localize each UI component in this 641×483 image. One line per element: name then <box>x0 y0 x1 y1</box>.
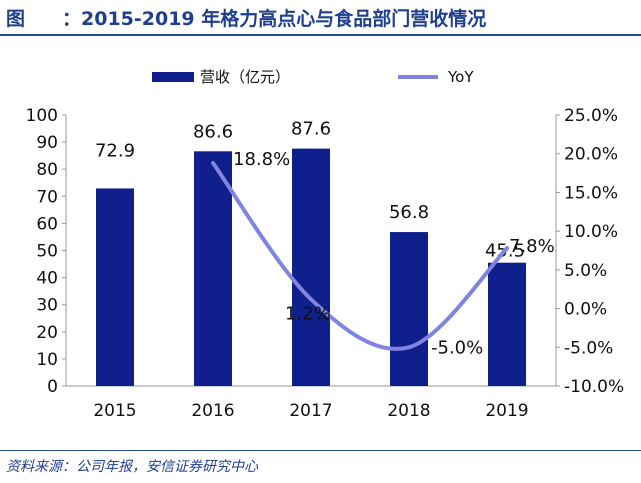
bar <box>292 148 330 386</box>
bar-data-label: 87.6 <box>291 119 331 140</box>
yoy-data-label: 7.8% <box>509 236 555 257</box>
x-tick-label: 2017 <box>289 401 332 421</box>
y-left-tick-label: 50 <box>36 242 58 262</box>
bar-data-label: 72.9 <box>95 140 135 161</box>
source-note: 资料来源：公司年报，安信证券研究中心 <box>6 459 258 475</box>
y-left-tick-label: 60 <box>36 214 58 234</box>
y-left-tick-label: 0 <box>47 377 58 397</box>
y-left-tick-label: 100 <box>26 106 58 126</box>
legend-bar-swatch <box>152 72 194 82</box>
bar-data-label: 86.6 <box>193 121 233 142</box>
source-divider <box>0 450 641 451</box>
y-left-tick-label: 20 <box>36 323 58 343</box>
title-divider <box>0 34 641 36</box>
legend-bar-label: 营收（亿元） <box>200 68 290 86</box>
x-tick-label: 2018 <box>387 401 430 421</box>
chart-title: 图 ：2015-2019 年格力高点心与食品部门营收情况 <box>6 4 634 32</box>
y-right-tick-label: 20.0% <box>564 145 618 165</box>
y-left-tick-label: 30 <box>36 296 58 316</box>
figure-title-text: ：2015-2019 年格力高点心与食品部门营收情况 <box>62 8 487 30</box>
combo-chart: 0 10 20 30 40 50 60 70 80 90 100 -10.0% -5.0% 0.0% 5.0… <box>26 68 625 421</box>
yoy-data-label: 1.2% <box>285 303 331 324</box>
yoy-line <box>211 161 509 351</box>
y-right-tick-label: -10.0% <box>564 377 624 397</box>
bar <box>194 151 232 386</box>
bar-data-label: 56.8 <box>389 202 429 223</box>
y-right-tick-label: 25.0% <box>564 106 618 126</box>
y-left-tick-label: 90 <box>36 133 58 153</box>
y-right-tick-label: 15.0% <box>564 183 618 203</box>
figure-prefix: 图 <box>6 8 26 30</box>
y-right-tick-label: 0.0% <box>564 300 607 320</box>
bar <box>390 232 428 386</box>
y-right-tick-label: 10.0% <box>564 222 618 242</box>
bar <box>488 262 526 386</box>
legend-line-label: YoY <box>447 68 474 86</box>
x-tick-label: 2016 <box>191 401 234 421</box>
y-right-tick-label: 5.0% <box>564 261 607 281</box>
yoy-data-label: 18.8% <box>233 149 290 170</box>
yoy-data-label: -5.0% <box>431 337 483 358</box>
x-tick-label: 2019 <box>485 401 528 421</box>
y-left-tick-label: 70 <box>36 187 58 207</box>
x-tick-label: 2015 <box>93 401 136 421</box>
y-left-tick-label: 80 <box>36 160 58 180</box>
y-right-tick-label: -5.0% <box>564 338 613 358</box>
y-left-tick-label: 10 <box>36 350 58 370</box>
y-left-tick-label: 40 <box>36 269 58 289</box>
bar <box>96 188 134 386</box>
